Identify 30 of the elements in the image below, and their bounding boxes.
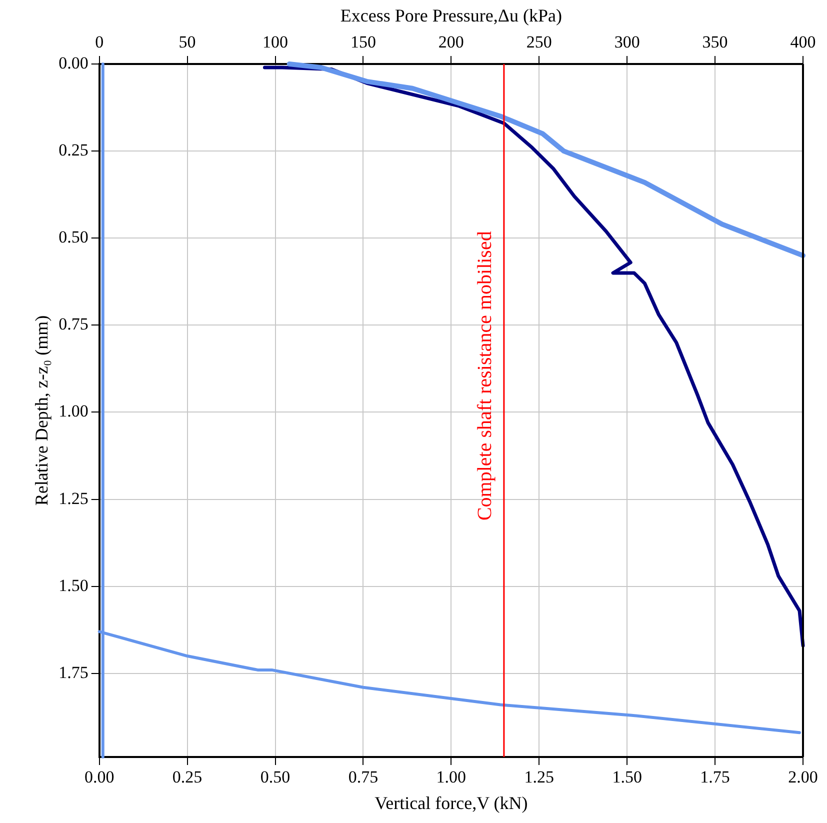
y-axis-title: Relative Depth, z-z₀ (mm) xyxy=(32,315,52,506)
x-axis-title: Vertical force,V (kN) xyxy=(374,792,528,813)
x2-tick-label: 200 xyxy=(438,32,464,52)
x-tick-label: 1.25 xyxy=(524,768,554,787)
y-tick-label: 0.50 xyxy=(58,228,88,247)
x-tick-label: 1.75 xyxy=(700,768,730,787)
x2-axis-title: Excess Pore Pressure,Δu (kPa) xyxy=(340,6,562,26)
x2-tick-label: 400 xyxy=(790,32,816,52)
ref-line-label: Complete shaft resistance mobilised xyxy=(474,231,496,521)
y-tick-label: 1.00 xyxy=(58,402,88,421)
y-tick-label: 1.75 xyxy=(58,662,88,682)
x2-tick-label: 300 xyxy=(614,32,640,52)
x-tick-label: 1.50 xyxy=(612,768,642,787)
y-tick-label: 1.25 xyxy=(58,488,88,508)
y-tick-label: 0.75 xyxy=(58,314,88,334)
x-tick-label: 0.50 xyxy=(260,768,290,787)
x-tick-label: 1.00 xyxy=(436,768,466,787)
y-tick-label: 0.25 xyxy=(58,140,88,160)
x2-tick-label: 350 xyxy=(702,32,728,52)
x2-tick-label: 50 xyxy=(178,32,196,52)
x-tick-label: 2.00 xyxy=(788,768,818,787)
x2-tick-label: 250 xyxy=(526,32,552,52)
x2-tick-label: 100 xyxy=(262,32,288,52)
x2-tick-label: 150 xyxy=(350,32,376,52)
x-tick-label: 0.75 xyxy=(348,768,378,787)
y-tick-label: 1.50 xyxy=(58,576,88,595)
x-tick-label: 0.25 xyxy=(172,768,202,787)
x2-tick-label: 0 xyxy=(95,32,104,52)
y-tick-label: 0.00 xyxy=(58,53,88,72)
x-tick-label: 0.00 xyxy=(84,768,114,787)
